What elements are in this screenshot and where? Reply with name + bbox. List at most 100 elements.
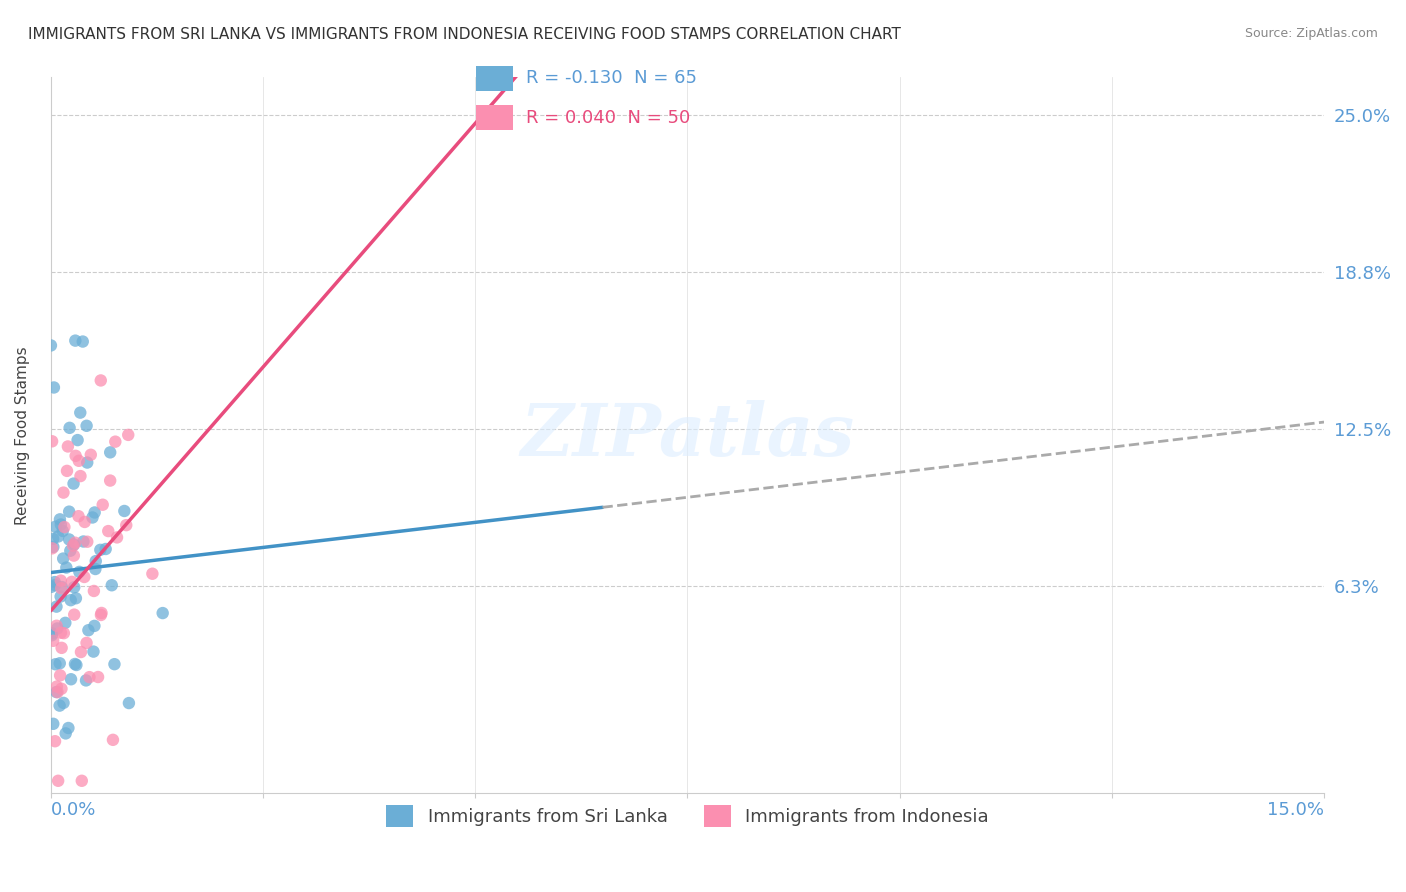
Point [67,509,90,524]
Point [58,721,80,735]
Point [56,440,79,454]
Point [62,539,84,553]
Point [41,541,63,556]
Point [49,512,72,526]
Text: IMMIGRANTS FROM SRI LANKA VS IMMIGRANTS FROM INDONESIA RECEIVING FOOD STAMPS COR: IMMIGRANTS FROM SRI LANKA VS IMMIGRANTS … [28,27,901,42]
Text: ZIPatlas: ZIPatlas [520,400,855,471]
Point [49,657,72,671]
Point [87,670,110,684]
Point [76,636,98,650]
Point [72,334,94,349]
Point [67,454,90,468]
Point [91,498,114,512]
Point [77,624,100,638]
Point [83,619,105,633]
Point [56,464,79,478]
Point [53,520,76,534]
Bar [477,66,513,91]
Point [84,554,107,568]
Point [49,668,72,682]
Point [42,532,65,546]
Point [70,645,93,659]
Point [46,529,69,543]
Point [115,518,138,533]
Point [73,570,96,584]
Point [53,615,76,630]
Text: R = 0.040  N = 50: R = 0.040 N = 50 [526,109,690,127]
Point [41,626,63,640]
Point [63,549,86,563]
Point [41,434,63,449]
Point [51,580,73,594]
Point [98,474,121,488]
Point [55,560,77,574]
Point [49,625,72,640]
Point [63,535,86,549]
Point [118,696,141,710]
Point [90,607,112,622]
Point [75,673,97,688]
Point [51,640,73,655]
Point [83,584,105,599]
Point [58,505,80,519]
Point [66,433,89,447]
Point [52,626,75,640]
Point [97,524,120,538]
Point [45,519,67,533]
Point [72,534,94,549]
Point [49,590,72,604]
Point [44,575,66,590]
Point [65,449,87,463]
Point [141,566,163,581]
Text: 15.0%: 15.0% [1267,801,1324,819]
Point [105,530,128,544]
Text: Source: ZipAtlas.com: Source: ZipAtlas.com [1244,27,1378,40]
Point [52,524,75,538]
Point [83,506,105,520]
Point [52,551,75,566]
Point [39,338,62,352]
Point [48,698,70,713]
Point [59,543,82,558]
Point [65,591,87,606]
Point [152,606,174,620]
Point [42,540,65,554]
Point [46,622,69,636]
Point [76,534,98,549]
Point [69,469,91,483]
Point [44,734,66,748]
Point [65,334,87,348]
Point [104,434,127,449]
Point [49,574,72,588]
Point [52,696,75,710]
Point [60,574,83,589]
Point [51,581,73,595]
Point [55,726,77,740]
Point [41,628,63,642]
Point [59,421,82,435]
Point [70,773,93,788]
Point [45,618,67,632]
Point [73,515,96,529]
Legend: Immigrants from Sri Lanka, Immigrants from Indonesia: Immigrants from Sri Lanka, Immigrants fr… [378,798,995,834]
Point [46,773,69,788]
Point [45,685,67,699]
Point [69,406,91,420]
Point [101,732,124,747]
Point [45,599,67,614]
Point [67,565,90,579]
Point [90,606,112,620]
Point [58,533,80,547]
Point [41,580,63,594]
Point [49,517,72,532]
Point [112,504,135,518]
Text: 0.0%: 0.0% [51,801,96,819]
Point [100,578,122,592]
Point [42,633,65,648]
Point [63,657,86,671]
Text: R = -0.130  N = 65: R = -0.130 N = 65 [526,70,697,87]
Bar [477,105,513,130]
Point [82,644,104,658]
Y-axis label: Receiving Food Stamps: Receiving Food Stamps [15,346,30,524]
Point [63,607,86,622]
